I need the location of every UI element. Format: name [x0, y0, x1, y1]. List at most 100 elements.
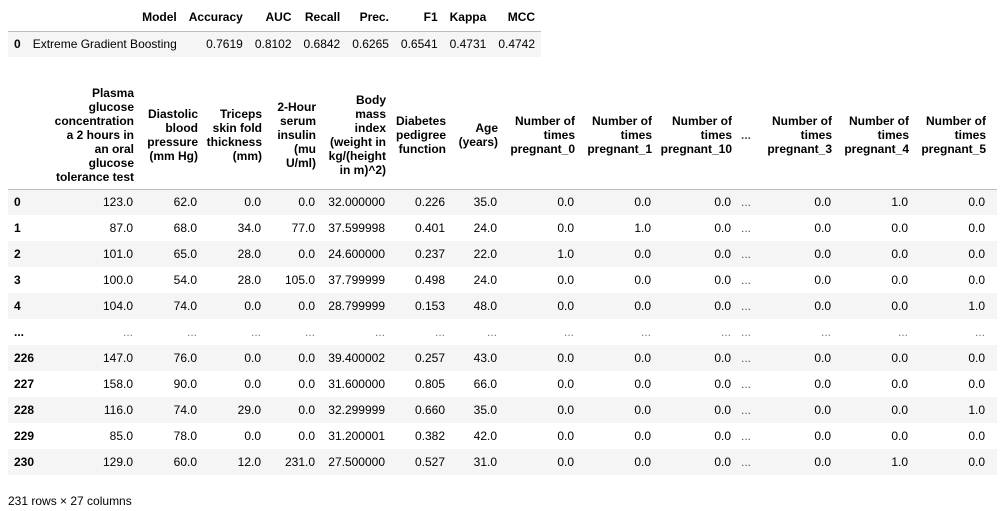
- dataframe-cell: 0.0: [968, 221, 985, 235]
- dataframe-row-index: ...: [14, 325, 25, 339]
- dataframe-header-row: Plasma glucose concentration a 2 hours i…: [8, 82, 997, 190]
- dataframe-cell: ...: [186, 325, 197, 339]
- dataframe-cell: 34.0: [237, 221, 261, 235]
- dataframe-cell: 0.0: [990, 293, 997, 319]
- dataframe-cell: 231.0: [284, 455, 315, 469]
- dataframe-cell: 31.200001: [328, 429, 385, 443]
- dataframe-cell: 0.0: [634, 455, 651, 469]
- table-row: 1 87.0 68.0 34.0 77.0 37.599998 0.401 24.0 0.0 1.…: [8, 215, 997, 241]
- dataframe-cell: 0.0: [557, 195, 574, 210]
- metrics-col-header: Accuracy: [182, 4, 249, 32]
- dataframe-cell: 24.0: [473, 273, 497, 287]
- dataframe-cell: ...: [974, 325, 985, 339]
- dataframe-cell: 32.000000: [328, 195, 385, 210]
- dataframe-cell: ...: [741, 299, 752, 313]
- dataframe-cell: 0.0: [968, 455, 985, 469]
- dataframe-cell: ...: [741, 377, 752, 391]
- dataframe-cell: 0.0: [244, 299, 261, 313]
- dataframe-cell: 0.0: [634, 195, 651, 210]
- dataframe-cell: 0.237: [414, 247, 445, 261]
- dataframe-cell: 0.0: [891, 299, 908, 313]
- metrics-col-header: Kappa: [443, 4, 493, 32]
- dataframe-cell: 85.0: [109, 429, 133, 443]
- dataframe-col-header: Age (years): [450, 82, 502, 190]
- dataframe-row-index: 230: [14, 455, 35, 469]
- dataframe-cell: 0.382: [414, 429, 445, 443]
- dataframe-cell: 0.0: [714, 455, 731, 469]
- dataframe-cell: 116.0: [103, 403, 133, 417]
- dataframe-cell: 0.0: [968, 247, 985, 261]
- dataframe-cell: 0.0: [891, 377, 908, 391]
- dataframe-cell: ...: [741, 195, 752, 210]
- table-row: 226 147.0 76.0 0.0 0.0 39.400002 0.257 43.0 0.0 0…: [8, 345, 997, 371]
- dataframe-cell: 0.0: [814, 403, 831, 417]
- metrics-header-row: Model Accuracy AUC Recall Prec. F1 Kappa…: [8, 4, 542, 32]
- dataframe-cell: 0.0: [557, 377, 574, 391]
- dataframe-cell: 68.0: [173, 221, 197, 235]
- dataframe-cell: 0.0: [968, 429, 985, 443]
- table-row: 0 123.0 62.0 0.0 0.0 32.000000 0.226 35.0 0.0 0.0…: [8, 189, 997, 215]
- dataframe-cell: 147.0: [102, 351, 133, 365]
- metrics-row: 0 Extreme Gradient Boosting 0.7619 0.810…: [8, 31, 542, 57]
- dataframe-cell: ...: [486, 325, 497, 339]
- dataframe-cell: 74.0: [173, 299, 197, 313]
- dataframe-cell: 0.0: [244, 377, 261, 391]
- dataframe-table: Plasma glucose concentration a 2 hours i…: [8, 82, 997, 475]
- dataframe-cell: 0.0: [714, 377, 731, 391]
- dataframe-cell: 1.0: [968, 299, 985, 313]
- dataframe-ellipsis-row: ........................................…: [8, 319, 997, 345]
- dataframe-cell: 28.0: [237, 247, 261, 261]
- dataframe-scroll-area[interactable]: Plasma glucose concentration a 2 hours i…: [8, 82, 997, 478]
- dataframe-cell: 90.0: [173, 377, 197, 391]
- table-row: 228 116.0 74.0 29.0 0.0 32.299999 0.660 35.0 0.0…: [8, 397, 997, 423]
- dataframe-cell: ...: [640, 325, 651, 339]
- dataframe-cell: 0.0: [968, 273, 985, 287]
- dataframe-cell: 0.0: [814, 351, 831, 365]
- dataframe-cell: 0.0: [298, 299, 315, 313]
- dataframe-row-index: 226: [14, 351, 35, 365]
- dataframe-cell: 0.0: [557, 351, 574, 365]
- dataframe-cell: 65.0: [173, 247, 197, 261]
- dataframe-cell: 24.600000: [328, 247, 385, 261]
- dataframe-col-header: Number of times pregnant_0: [502, 82, 579, 190]
- dataframe-cell: 0.0: [814, 455, 831, 469]
- dataframe-col-header: Number of times pregnant_5: [913, 82, 990, 190]
- dataframe-cell: 32.299999: [328, 403, 385, 417]
- dataframe-cell: 0.0: [298, 351, 315, 365]
- dataframe-cell: 0.0: [557, 455, 574, 469]
- dataframe-cell: 0.527: [414, 455, 445, 469]
- dataframe-cell: 158.0: [102, 377, 133, 391]
- table-row: 227 158.0 90.0 0.0 0.0 31.600000 0.805 66.0 0.0 0…: [8, 371, 997, 397]
- dataframe-cell: 74.0: [173, 403, 197, 417]
- dataframe-cell: 0.0: [714, 273, 731, 287]
- metrics-cell-model: Extreme Gradient Boosting: [32, 37, 177, 52]
- dataframe-cell: 66.0: [473, 377, 497, 391]
- dataframe-cell: 0.0: [634, 299, 651, 313]
- dataframe-cell: 60.0: [173, 455, 197, 469]
- dataframe-cell: 0.0: [891, 247, 908, 261]
- dataframe-row-index: 227: [14, 377, 35, 391]
- dataframe-row-index: 228: [14, 403, 35, 417]
- dataframe-cell: 0.0: [634, 403, 651, 417]
- dataframe-cell: ...: [741, 455, 752, 469]
- dataframe-cell: 101.0: [102, 247, 133, 261]
- dataframe-cell: 0.0: [814, 221, 831, 235]
- dataframe-row-index: 229: [14, 429, 35, 443]
- dataframe-cell: 0.0: [714, 221, 731, 235]
- dataframe-col-header: Number of times pregnant_3: [756, 82, 836, 190]
- dataframe-cell: 0.0: [990, 241, 997, 267]
- dataframe-cell: 0.0: [814, 429, 831, 443]
- dataframe-cell: ...: [374, 325, 385, 339]
- dataframe-cell: 24.0: [473, 221, 497, 235]
- dataframe-cell: 0.0: [714, 351, 731, 365]
- dataframe-cell: 0.226: [414, 195, 445, 210]
- dataframe-col-header: Number of times pregnant_1: [579, 82, 656, 190]
- metrics-col-header: Model: [26, 4, 183, 32]
- dataframe-shape-label: 231 rows × 27 columns: [8, 494, 132, 508]
- dataframe-cell: 1.0: [891, 455, 908, 469]
- metrics-cell: 0.6265: [352, 37, 389, 52]
- dataframe-cell: 0.660: [414, 403, 445, 417]
- dataframe-cell: ...: [990, 319, 997, 345]
- dataframe-cell: 43.0: [473, 351, 497, 365]
- dataframe-col-header: Diastolic blood pressure (mm Hg): [138, 82, 202, 190]
